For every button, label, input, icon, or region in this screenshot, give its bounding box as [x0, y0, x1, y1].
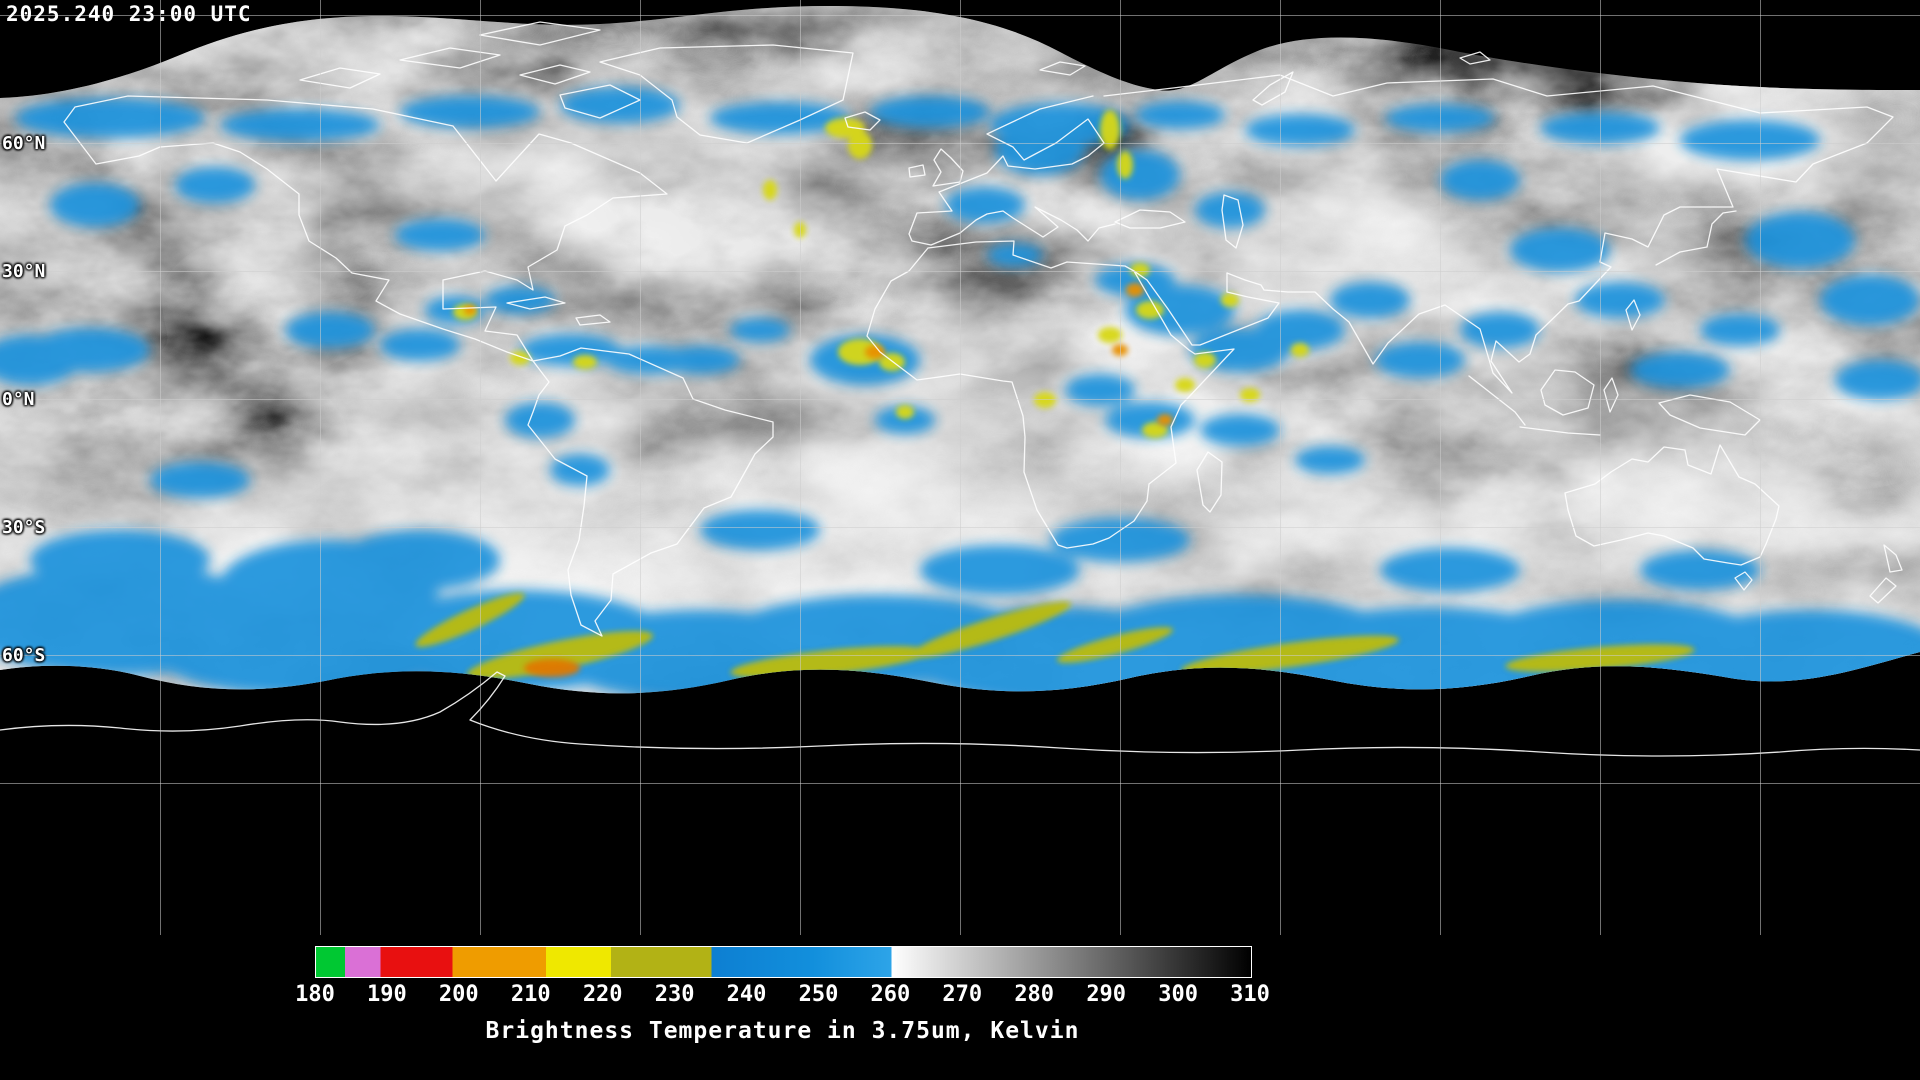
colorbar-tick-label: 300 — [1158, 982, 1198, 1007]
colorbar-ticks: 180 190 200 210 220 230 240 250 260 270 280 290 300 3… — [295, 982, 1270, 1010]
colorbar-tick-label: 240 — [726, 982, 767, 1007]
latitude-label: 0°N — [2, 389, 35, 410]
colorbar-tick-label: 210 — [510, 982, 551, 1007]
colorbar-tick-label: 220 — [582, 982, 623, 1007]
colorbar-tick-label: 250 — [798, 982, 839, 1007]
colorbar-tick-label: 290 — [1086, 982, 1127, 1007]
colorbar-tick-label: 260 — [870, 982, 911, 1007]
coldest-cloud-layer — [464, 283, 1173, 677]
timestamp: 2025.240 23:00 UTC — [6, 2, 252, 26]
colorbar-tick-label: 270 — [942, 982, 983, 1007]
colorbar-tick-label: 230 — [654, 982, 695, 1007]
colorbar-tick-label: 180 — [295, 982, 335, 1007]
colorbar-tick-label: 310 — [1230, 982, 1270, 1007]
latitude-label: 60°N — [2, 133, 46, 154]
colorbar-tick-label: 200 — [438, 982, 479, 1007]
colder-cloud-layer — [453, 110, 1309, 438]
latitude-label: 30°N — [2, 261, 46, 282]
latitude-label: 30°S — [2, 517, 46, 538]
legend-caption: Brightness Temperature in 3.75um, Kelvin — [485, 1018, 1080, 1044]
colorbar — [315, 946, 1252, 978]
satellite-map — [0, 6, 1920, 757]
latitude-label: 60°S — [2, 645, 46, 666]
colorbar-tick-label: 190 — [367, 982, 407, 1007]
colorbar-tick-label: 280 — [1014, 982, 1055, 1007]
